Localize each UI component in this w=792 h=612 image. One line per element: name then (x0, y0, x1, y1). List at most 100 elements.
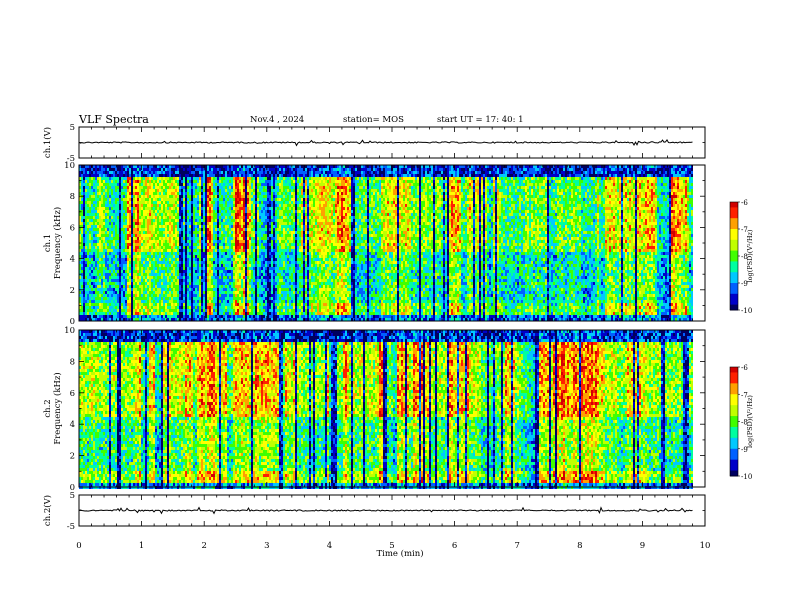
colorbar-segment (730, 237, 738, 241)
colorbar-segment (730, 226, 738, 230)
x-tick-label: 6 (452, 541, 457, 551)
colorbar-segment (730, 212, 738, 216)
colorbar-segment (730, 369, 738, 373)
y-tick-label: 8 (70, 192, 75, 202)
x-tick-label: 1 (139, 541, 144, 551)
colorbar-segment (730, 405, 738, 409)
y-axis-title: Frequency (kHz) (52, 372, 63, 444)
colorbar-segment (730, 204, 738, 208)
colorbar-segment (730, 266, 738, 270)
y-tick-label: -5 (67, 154, 75, 164)
colorbar-segment (730, 467, 738, 472)
colorbar-tick-label: -9 (741, 280, 748, 288)
colorbar: -6 -7 -8 -9 -10 log(PSD)(V²/Hz) (729, 199, 754, 315)
colorbar-segment (730, 375, 738, 379)
colorbar-tick-label: -7 (741, 226, 748, 234)
y-tick-label: 6 (70, 223, 75, 233)
colorbar-segment (730, 372, 738, 376)
x-axis-title: Time (min) (376, 548, 423, 559)
colorbar-segment (730, 283, 738, 287)
colorbar-segment (730, 421, 738, 425)
colorbar-segment (730, 440, 738, 444)
channel-label: ch.1 (43, 234, 53, 252)
colorbar-segment (730, 231, 738, 235)
colorbar-segment (730, 429, 738, 433)
x-tick-label: 10 (700, 541, 711, 551)
y-tick-label: 5 (70, 491, 75, 501)
x-tick-label: 7 (514, 541, 519, 551)
colorbar-segment (730, 396, 738, 401)
blank-area (693, 165, 705, 321)
colorbar-segment (730, 234, 738, 238)
colorbar-segment (730, 448, 738, 452)
colorbar-segment (730, 304, 738, 308)
colorbar-segment (730, 280, 738, 284)
colorbar-tick-label: -10 (741, 307, 752, 315)
colorbars: -6 -7 -8 -9 -10 log(PSD)(V²/Hz) -6 -7 -8 -9 -10 log… (729, 199, 754, 481)
blank-area (693, 330, 705, 487)
y-tick-label: 2 (70, 286, 75, 296)
colorbar-segment (730, 291, 738, 295)
x-tick-label: 5 (389, 541, 394, 551)
colorbar-segment (730, 432, 738, 436)
colorbar-segment (730, 299, 738, 303)
colorbar-segment (730, 274, 738, 279)
colorbar-segment (730, 264, 738, 268)
y-tick-label: 2 (70, 452, 75, 462)
colorbar-segment (730, 388, 738, 393)
colorbar-segment (730, 424, 738, 428)
colorbar-segment (730, 465, 738, 469)
station-label: station= MOS (343, 115, 404, 125)
colorbar-segment (730, 256, 738, 260)
colorbar-segment (730, 380, 738, 384)
colorbar-segment (730, 210, 738, 214)
colorbar-segment (730, 288, 738, 292)
waveform-trace (78, 138, 693, 147)
channel-label: ch.2 (43, 399, 53, 417)
colorbar-tick-label: -6 (741, 199, 748, 207)
colorbar-segment (730, 293, 738, 297)
colorbar-segment (730, 407, 738, 412)
colorbar-segment (730, 459, 738, 463)
colorbar-segment (730, 215, 738, 219)
y-axis-title: Frequency (kHz) (52, 207, 63, 279)
colorbar-segment (730, 456, 738, 461)
colorbar-segment (730, 383, 738, 387)
colorbar-segment (730, 307, 738, 311)
colorbar-segment (730, 391, 738, 395)
panel-ch2_waveform: 5 -5 ch.2(V) (42, 491, 706, 532)
colorbar-segment (730, 272, 738, 276)
colorbar-tick-label: -6 (741, 364, 748, 372)
colorbar-label: log(PSD)(V²/Hz) (746, 395, 754, 448)
colorbar-segment (730, 242, 738, 246)
colorbar-segment (730, 443, 738, 447)
colorbar-segment (730, 218, 738, 222)
colorbar-segment (730, 426, 738, 431)
colorbar-tick-label: -8 (741, 253, 748, 261)
waveform-trace (78, 506, 693, 515)
colorbar-segment (730, 250, 738, 254)
figure-title: VLF Spectra (78, 113, 149, 126)
start-time-label: start UT = 17: 40: 1 (437, 115, 524, 125)
y-axis-title: ch.1(V) (42, 127, 53, 158)
spectrogram-cells (79, 165, 693, 321)
y-tick-label: 6 (70, 389, 75, 399)
panel-ch1_spectrogram: 0 2 4 6 8 10 ch.1 Frequency (kHz) (43, 161, 706, 327)
colorbar-segment (730, 446, 738, 450)
x-axis: 0 1 2 3 4 5 6 7 8 9 10 (76, 541, 710, 551)
colorbar-segment (730, 367, 738, 371)
colorbar-segment (730, 202, 738, 206)
colorbar-segment (730, 269, 738, 273)
y-tick-label: 8 (70, 357, 75, 367)
y-tick-label: 4 (70, 255, 75, 265)
colorbar-tick-label: -9 (741, 446, 748, 454)
y-tick-label: 0 (70, 317, 75, 327)
colorbar-segment (730, 296, 738, 300)
colorbar-segment (730, 462, 738, 466)
colorbar-segment (730, 247, 738, 252)
date-label: Nov.4 , 2024 (250, 115, 304, 125)
colorbar-segment (730, 416, 738, 420)
x-tick-label: 3 (264, 541, 269, 551)
